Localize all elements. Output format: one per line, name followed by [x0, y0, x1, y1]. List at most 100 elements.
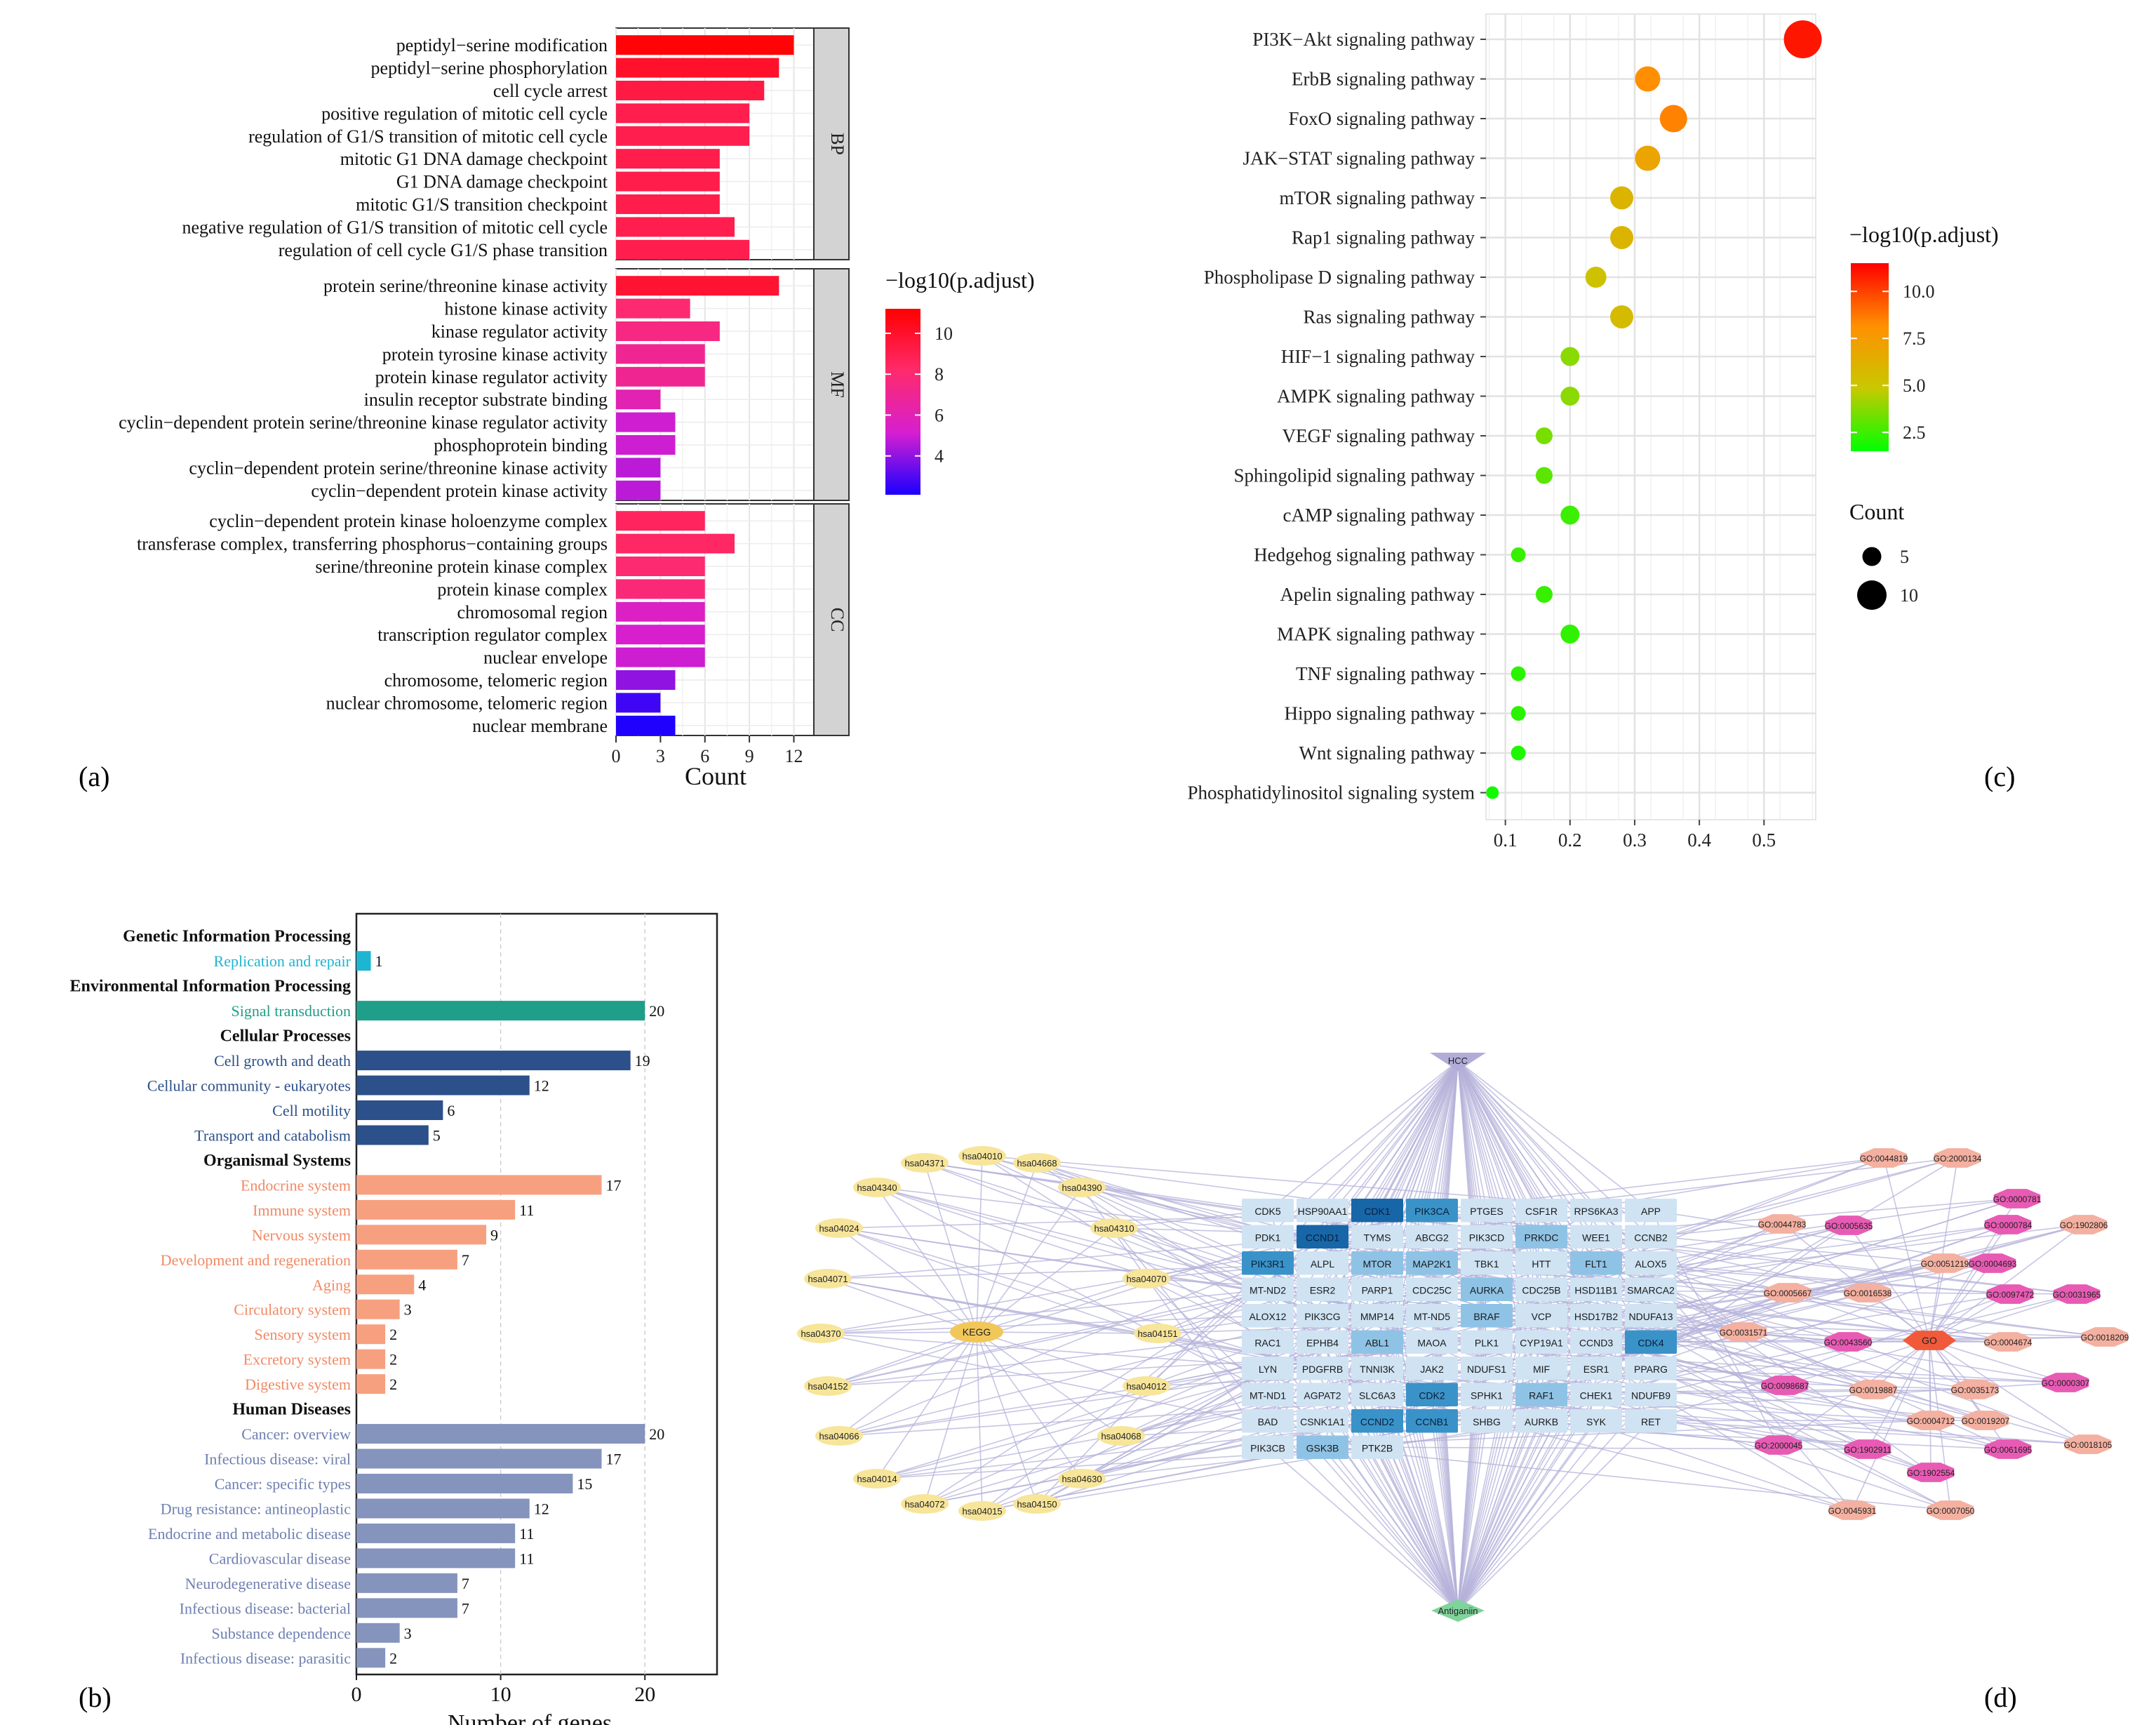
bar [356, 1623, 400, 1643]
gene-node [1297, 1225, 1348, 1248]
edge [1267, 1262, 2009, 1343]
facet-strip-label: MF [827, 371, 848, 398]
gene-label: NDUFA13 [1628, 1311, 1673, 1322]
gene-node [1625, 1409, 1677, 1433]
gene-label: SPHK1 [1471, 1390, 1503, 1401]
bar-value-label: 12 [534, 1077, 549, 1095]
kegg-label: hsa04066 [819, 1431, 859, 1441]
x-tick-label: 0.3 [1623, 830, 1647, 851]
x-tick-label: 0 [612, 746, 621, 766]
kegg-node [1090, 1218, 1138, 1238]
bar [616, 601, 705, 622]
edge [827, 1209, 1652, 1279]
go-label: GO:1902554 [1907, 1468, 1955, 1478]
edge [1157, 1263, 1323, 1334]
pathway-label: Digestive system [245, 1376, 351, 1393]
pathway-label: Phospholipase D signaling pathway [1204, 267, 1475, 288]
gene-node [1570, 1251, 1622, 1275]
edge [1377, 1446, 1459, 1611]
edge [1457, 1420, 1597, 1611]
edge [1650, 1288, 1874, 1390]
gene-node [1406, 1330, 1458, 1354]
term-label: cyclin−dependent protein kinase holoenzy… [209, 511, 608, 531]
gene-label: CDC25B [1522, 1284, 1560, 1296]
go-node [2064, 1434, 2112, 1454]
gene-label: LYN [1259, 1364, 1277, 1375]
edge [827, 1288, 1268, 1387]
pathway-label: Hedgehog signaling pathway [1254, 545, 1475, 566]
bar-value-label: 12 [534, 1500, 549, 1517]
bar [616, 511, 705, 531]
gene-node [1461, 1277, 1513, 1301]
gene-label: MT-ND2 [1250, 1284, 1286, 1296]
bar [356, 1448, 602, 1469]
go-label: GO:0019887 [1849, 1385, 1898, 1395]
term-label: chromosome, telomeric region [384, 670, 608, 691]
go-label: GO:0000307 [2042, 1378, 2090, 1388]
pathway-label: JAK−STAT signaling pathway [1243, 148, 1475, 169]
pathway-label: ErbB signaling pathway [1292, 69, 1475, 90]
gene-label: PIK3CA [1414, 1206, 1449, 1217]
bar-value-label: 7 [462, 1575, 469, 1592]
gene-label: PIK3CB [1250, 1442, 1285, 1453]
bar [356, 1225, 487, 1245]
bar-value-label: 4 [418, 1276, 426, 1293]
gene-node [1515, 1357, 1567, 1380]
bar-value-label: 1 [375, 952, 383, 970]
go-label: GO:0035173 [1951, 1385, 2000, 1395]
gene-label: PLK1 [1475, 1337, 1499, 1348]
gene-label: PIK3R1 [1251, 1258, 1285, 1270]
gene-node [1625, 1383, 1677, 1406]
kegg-label: hsa04012 [1126, 1381, 1166, 1392]
gene-label: RAC1 [1254, 1337, 1281, 1348]
edge [1457, 1368, 1542, 1611]
facet-strip-label: BP [827, 133, 848, 155]
kegg-label: hsa04151 [1137, 1328, 1177, 1339]
bar [616, 693, 661, 713]
go-node [1755, 1435, 1802, 1455]
edge [1929, 1340, 1931, 1473]
gene-node [1406, 1383, 1458, 1406]
gene-node [1297, 1304, 1348, 1328]
term-label: protein tyrosine kinase activity [382, 344, 608, 364]
gene-node [1406, 1357, 1458, 1380]
term-label: nuclear membrane [472, 716, 608, 736]
bar-value-label: 20 [649, 1425, 664, 1443]
gene-label: APP [1641, 1206, 1661, 1217]
gene-label: PPARG [1634, 1364, 1668, 1375]
gene-label: AGPAT2 [1304, 1390, 1341, 1401]
gene-node [1297, 1199, 1348, 1223]
pathway-label: Neurodegenerative disease [185, 1575, 351, 1592]
gene-label: ABCG2 [1415, 1232, 1449, 1243]
gene-node [1351, 1435, 1403, 1459]
pathway-label: VEGF signaling pathway [1283, 425, 1475, 446]
go-label: GO:0044783 [1758, 1220, 1807, 1230]
go-node [1860, 1148, 1908, 1168]
go-node [1969, 1253, 2016, 1273]
kegg-label: hsa04072 [904, 1499, 944, 1510]
gene-label: PDK1 [1255, 1232, 1281, 1243]
bar-value-label: 11 [519, 1201, 534, 1219]
edge [1852, 1340, 1930, 1511]
bar [616, 480, 661, 500]
gene-node [1461, 1225, 1513, 1248]
legend-tick-label: 2.5 [1903, 422, 1926, 443]
bar-value-label: 9 [490, 1226, 498, 1244]
gene-label: ALOX5 [1635, 1258, 1666, 1270]
go-node [2042, 1373, 2089, 1392]
edge [1867, 1340, 1930, 1450]
kegg-node [804, 1376, 852, 1396]
pathway-label: Phosphatidylinositol signaling system [1187, 782, 1475, 804]
go-node [1828, 1500, 1876, 1520]
gene-node [1570, 1277, 1622, 1301]
pathway-label: Cancer: specific types [215, 1475, 351, 1493]
bar [616, 81, 765, 100]
go-label: GO:0005667 [1764, 1288, 1812, 1298]
bar [616, 557, 705, 576]
size-legend-title: Count [1849, 499, 1904, 524]
panel-label-a: (a) [79, 761, 109, 792]
kegg-node [1123, 1269, 1170, 1288]
gene-node [1461, 1251, 1513, 1275]
gene-node [1242, 1199, 1294, 1223]
bar [356, 1100, 443, 1120]
